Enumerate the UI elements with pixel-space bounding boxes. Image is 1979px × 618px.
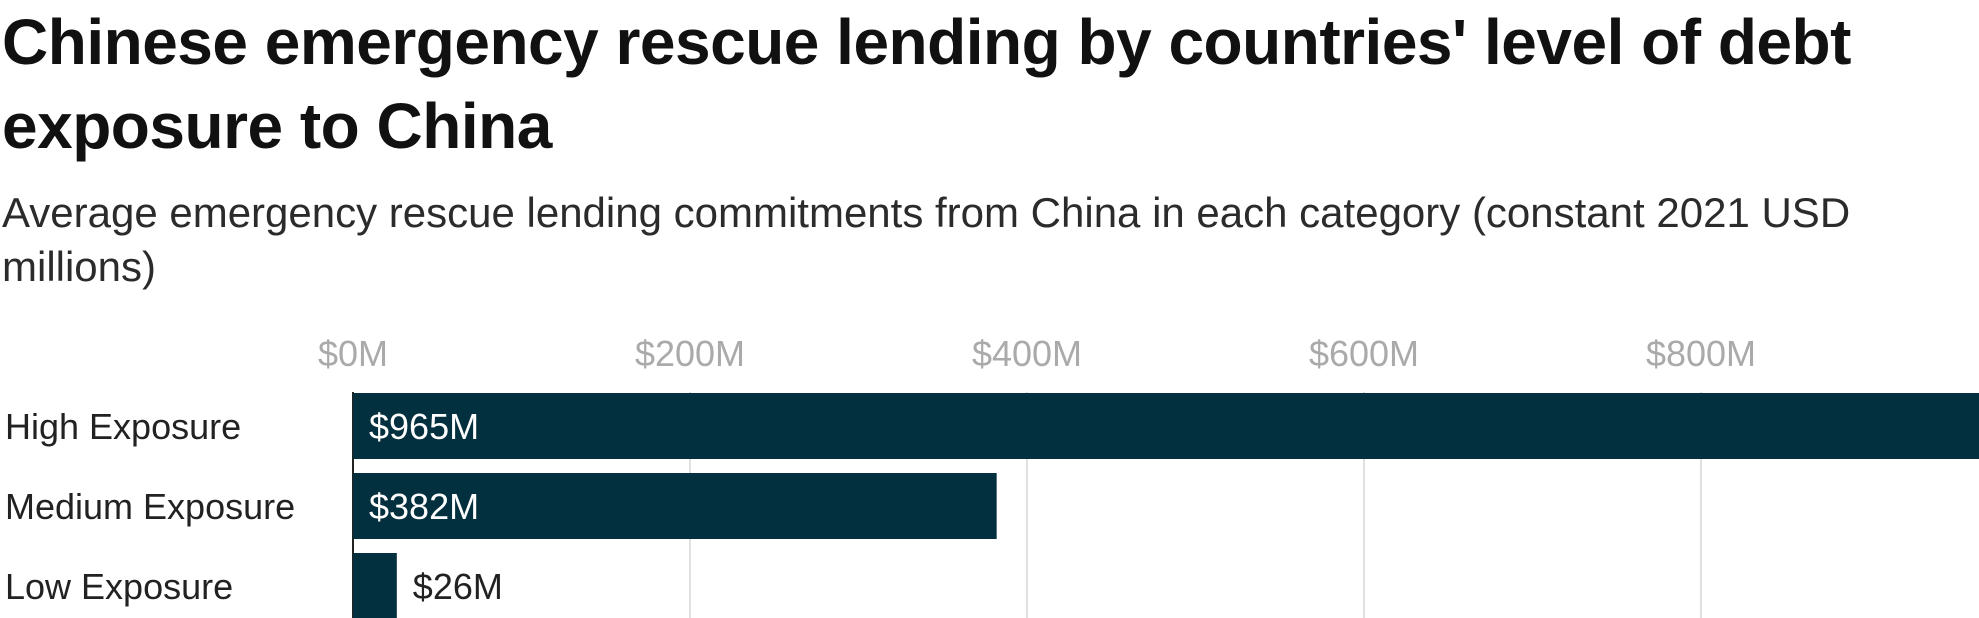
x-tick-label: $800M [1646,333,1756,374]
category-label: High Exposure [5,406,241,447]
data-label: $382M [369,486,479,527]
x-tick-label: $600M [1309,333,1419,374]
bars [353,393,1979,618]
labels: High Exposure $965M Medium Exposure $382M Lo… [5,406,503,607]
bar [353,473,997,539]
x-axis-ticks: $0M $200M $400M $600M $800M [318,333,1756,374]
category-label: Low Exposure [5,566,233,607]
x-tick-label: $400M [972,333,1082,374]
bar [353,393,1979,459]
chart-title: Chinese emergency rescue lending by coun… [2,6,1851,162]
bar [353,553,397,618]
category-label: Medium Exposure [5,486,295,527]
x-tick-label: $200M [635,333,745,374]
x-tick-label: $0M [318,333,388,374]
data-label: $965M [369,406,479,447]
data-label: $26M [413,566,503,607]
chart-subtitle: Average emergency rescue lending commitm… [2,189,1851,290]
